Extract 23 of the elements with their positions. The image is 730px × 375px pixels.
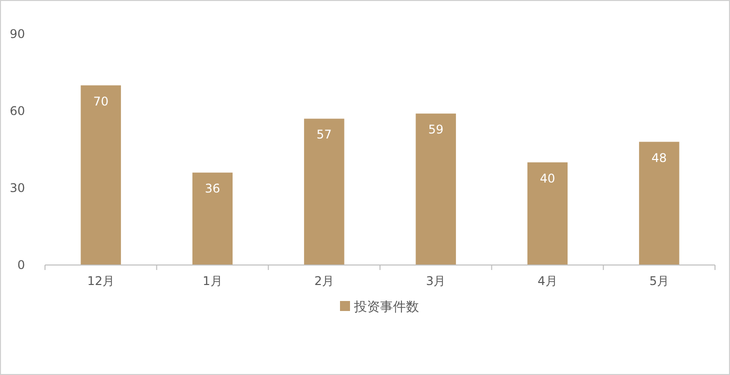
data-label: 57 [316, 128, 332, 142]
x-tick-label: 5月 [649, 274, 669, 288]
bar [527, 162, 568, 265]
x-tick-label: 4月 [538, 274, 558, 288]
data-label: 48 [652, 150, 667, 165]
bar [416, 114, 456, 265]
y-tick-label: 90 [10, 27, 25, 41]
bar [192, 172, 233, 265]
data-label: 70 [93, 94, 108, 108]
legend-label: 投资事件数 [353, 300, 419, 315]
data-label: 59 [428, 122, 444, 137]
x-tick-label: 2月 [314, 274, 334, 288]
bar [80, 85, 121, 265]
x-tick-label: 3月 [426, 274, 446, 288]
y-tick-label: 30 [10, 181, 25, 195]
y-tick-label: 60 [10, 104, 25, 118]
data-label: 40 [540, 171, 556, 186]
x-tick-label: 12月 [87, 274, 114, 288]
y-tick-label: 0 [17, 258, 25, 272]
x-tick-label: 1月 [202, 274, 222, 288]
data-label: 36 [204, 182, 220, 196]
bar [639, 142, 680, 265]
bar [304, 118, 344, 265]
